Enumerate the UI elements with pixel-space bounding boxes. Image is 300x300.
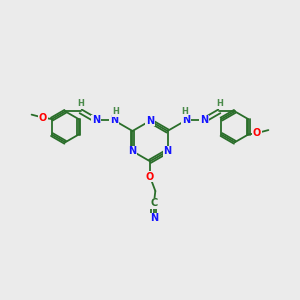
Text: N: N (164, 146, 172, 156)
Text: N: N (92, 115, 100, 125)
Text: O: O (39, 112, 47, 123)
Text: N: N (200, 115, 208, 125)
Text: N: N (182, 115, 190, 125)
Text: H: H (112, 107, 119, 116)
Text: N: N (150, 213, 158, 224)
Text: H: H (181, 107, 188, 116)
Text: N: N (128, 146, 136, 156)
Text: N: N (110, 115, 118, 125)
Text: N: N (146, 116, 154, 126)
Text: H: H (216, 99, 223, 108)
Text: C: C (150, 199, 158, 208)
Text: O: O (146, 172, 154, 182)
Text: H: H (77, 99, 84, 108)
Text: O: O (253, 128, 261, 138)
